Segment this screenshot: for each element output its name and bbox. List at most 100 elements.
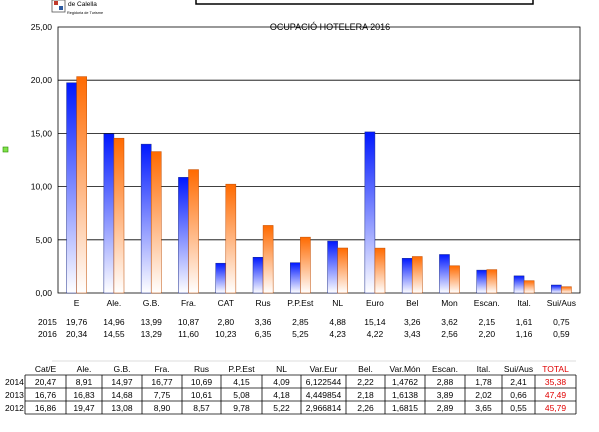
table-header-cell: G.B.: [113, 364, 131, 374]
bar-2016-E: [76, 76, 87, 294]
data-label: 1,16: [516, 329, 533, 339]
bar-2016-P.P.Est: [300, 236, 311, 294]
table-header-cell: TOTAL: [542, 364, 569, 374]
bar-2015-Bel: [401, 258, 413, 294]
table-cell: 10,69: [190, 377, 213, 387]
table-cell: 2,18: [357, 390, 374, 400]
table-cell: 19,47: [73, 403, 95, 413]
table-cell: 1,6815: [392, 403, 418, 413]
table-cell: 2,41: [510, 377, 527, 387]
data-label: 10,87: [178, 317, 200, 327]
bar-2015-P.P.Est: [290, 262, 301, 294]
x-tick-label: Mon: [441, 298, 458, 308]
table-cell: 8,57: [193, 403, 210, 413]
calella-logo: de Calella Regidoria de Turisme: [51, 0, 103, 15]
bar-2015-Euro: [364, 131, 376, 294]
table-cell: 0,55: [510, 403, 527, 413]
table-header-cell: Var.Eur: [309, 364, 338, 374]
table-header-cell: Sui/Aus: [503, 364, 534, 374]
table-cell: 5,22: [273, 403, 290, 413]
data-label: 0,59: [553, 329, 570, 339]
table-header-cell: NL: [276, 364, 287, 374]
table-cell: 6,122544: [305, 377, 342, 387]
table-cell: 14,97: [111, 377, 133, 387]
table-header-cell: Ital.: [476, 364, 491, 374]
chart-title: OCUPACIÓ HOTELERA 2016: [270, 22, 390, 32]
data-label-rows: 2015 19,76 14,96 13,99 10,87 2,80 3,36 2,85 4,88…: [38, 317, 570, 339]
x-tick-label: NL: [332, 298, 343, 308]
series-name-label: 2016: [38, 329, 57, 339]
table-row-year: 2014: [5, 377, 24, 387]
data-label: 4,88: [329, 317, 346, 327]
table-row-year: 2013: [5, 390, 24, 400]
table-cell: 7,75: [153, 390, 171, 400]
x-tick-label: E: [74, 298, 80, 308]
table-header-cell: Fra.: [154, 364, 170, 374]
data-label: 13,29: [141, 329, 163, 339]
bar-2016-Escan.: [486, 269, 498, 294]
data-label: 14,96: [103, 317, 125, 327]
table-cell: 2,88: [436, 377, 454, 387]
table-cell: 3,65: [475, 403, 492, 413]
table-cell: 45,79: [544, 403, 567, 413]
data-label: 3,43: [404, 329, 421, 339]
table-cell: 35,38: [544, 377, 567, 387]
bar-2016-Mon: [449, 265, 460, 294]
y-tick-label: 0,00: [35, 288, 52, 298]
data-label: 14,55: [103, 329, 125, 339]
table-cell: 4,449854: [305, 390, 342, 400]
bar-2016-CAT: [225, 183, 237, 294]
bar-2016-G.B.: [150, 151, 162, 294]
logo-quadrant-icon: [59, 6, 63, 10]
chart-resize-handle[interactable]: [2, 146, 9, 153]
y-tick-label: 20,00: [31, 75, 53, 85]
bar-2015-G.B.: [140, 143, 152, 294]
table-header-cell: Rus: [193, 364, 210, 374]
y-axis-ticks: 0,00 5,00 10,00 15,00 20,00 25,00: [31, 22, 53, 298]
data-label: 20,34: [66, 329, 88, 339]
data-label: 0,75: [553, 317, 570, 327]
data-label: 2,15: [479, 317, 496, 327]
table-cell: 16,77: [151, 377, 173, 387]
table-cell: 0,66: [510, 390, 527, 400]
history-table: Cat/E Ale. G.B. Fra. Rus P.P.Est NL Var.Eur Bel.…: [0, 360, 599, 420]
y-tick-label: 5,00: [35, 235, 52, 245]
bar-2015-E: [66, 82, 77, 294]
x-tick-label: G.B.: [143, 298, 160, 308]
x-tick-label: Rus: [256, 298, 271, 308]
table-cell: 9,78: [233, 403, 250, 413]
x-axis-labels: E Ale. G.B. Fra. CAT Rus P.P.Est NL Euro Bel Mon Es…: [74, 298, 576, 308]
logo-quadrant-icon: [54, 1, 58, 5]
table-cell: 8,90: [153, 403, 171, 413]
bar-2015-Rus: [252, 256, 264, 294]
y-tick-label: 15,00: [31, 128, 53, 138]
table-header-cell: Escan.: [432, 364, 458, 374]
y-tick-label: 10,00: [31, 182, 53, 192]
table-cell: 16,83: [73, 390, 95, 400]
bar-2015-Mon: [439, 254, 450, 294]
bar-2016-Rus: [262, 225, 274, 294]
table-cell: 8,91: [75, 377, 93, 387]
bar-2016-Ital.: [523, 280, 535, 294]
table-cell: 10,61: [190, 390, 213, 400]
plot-frame: [57, 26, 581, 294]
x-tick-label: Euro: [366, 298, 384, 308]
data-label: 4,22: [367, 329, 384, 339]
table-cell: 2,02: [475, 390, 492, 400]
bar-2016-Fra.: [188, 169, 199, 294]
table-cell: 4,09: [273, 377, 290, 387]
table-cell: 47,49: [544, 390, 567, 400]
data-label: 6,35: [255, 329, 272, 339]
data-label: 13,99: [141, 317, 163, 327]
history-table-grid: [24, 360, 577, 415]
logo-text: de Calella: [68, 1, 97, 8]
table-cell: 2,966814: [305, 403, 342, 413]
table-cell: 2,26: [357, 403, 374, 413]
data-label: 19,76: [66, 317, 88, 327]
table-cell: 3,89: [436, 390, 454, 400]
bar-2015-NL: [327, 240, 338, 294]
data-label: 11,60: [178, 329, 199, 339]
x-tick-label: CAT: [218, 298, 234, 308]
data-label: 1,61: [516, 317, 533, 327]
